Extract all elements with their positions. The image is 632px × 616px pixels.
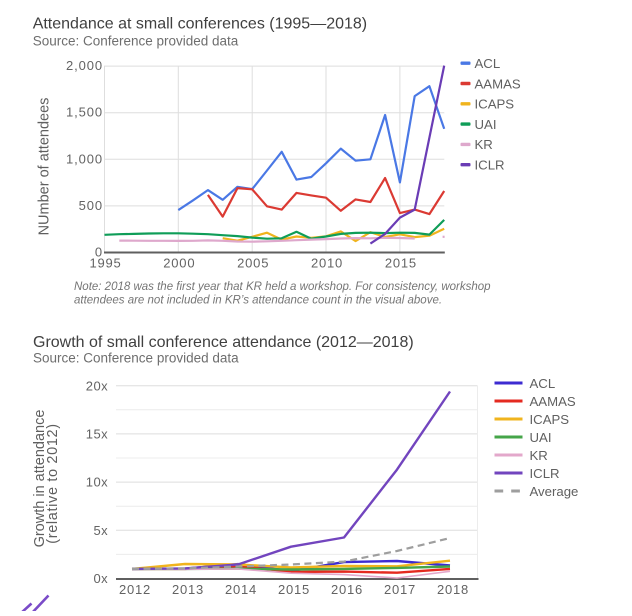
svg-text:2014: 2014: [225, 582, 257, 597]
svg-text:2000: 2000: [163, 256, 195, 271]
svg-text:1995: 1995: [89, 256, 121, 271]
svg-text:2018: 2018: [437, 582, 469, 597]
svg-text:Source: Conference provided da: Source: Conference provided data: [33, 33, 239, 48]
svg-text:Attendance at small conference: Attendance at small conferences (1995—20…: [33, 15, 367, 32]
svg-text:Growth of small conference att: Growth of small conference attendance (2…: [33, 334, 414, 351]
svg-text:KR: KR: [530, 448, 548, 463]
svg-text:500: 500: [79, 198, 103, 213]
svg-text:ICAPS: ICAPS: [530, 412, 570, 427]
svg-text:2,000: 2,000: [66, 58, 103, 73]
svg-text:0: 0: [95, 245, 103, 260]
svg-text:2013: 2013: [172, 582, 204, 597]
svg-text:2015: 2015: [385, 256, 417, 271]
svg-text:UAI: UAI: [530, 430, 552, 445]
svg-text:NUmber of attendees: NUmber of attendees: [36, 98, 52, 236]
svg-text:AAMAS: AAMAS: [530, 394, 576, 409]
svg-text:5x: 5x: [93, 523, 108, 538]
svg-text:2015: 2015: [278, 582, 310, 597]
svg-text:(relative to 2012): (relative to 2012): [45, 423, 61, 544]
svg-text:ICLR: ICLR: [475, 158, 505, 173]
svg-text:Average: Average: [530, 484, 579, 499]
svg-text:2016: 2016: [331, 582, 363, 597]
svg-text:attendees are not included in: attendees are not included in KR’s atten…: [74, 295, 442, 307]
svg-text:2017: 2017: [384, 582, 416, 597]
svg-text:Growth in attendance: Growth in attendance: [32, 410, 48, 548]
svg-text:20x: 20x: [86, 378, 108, 393]
svg-text:KR: KR: [475, 137, 493, 152]
svg-text:ACL: ACL: [530, 376, 556, 391]
svg-text:ACL: ACL: [475, 56, 501, 71]
svg-text:1,000: 1,000: [66, 151, 103, 166]
svg-text:0x: 0x: [93, 571, 108, 586]
svg-text:2005: 2005: [237, 256, 269, 271]
svg-text:ICLR: ICLR: [530, 466, 560, 481]
svg-text:15x: 15x: [86, 427, 108, 442]
svg-text:Source: Conference provided da: Source: Conference provided data: [33, 351, 239, 366]
svg-text:2012: 2012: [119, 582, 151, 597]
svg-text:10x: 10x: [86, 475, 108, 490]
svg-text:Note: 2018 was the first year: Note: 2018 was the first year that KR he…: [74, 281, 491, 293]
svg-text:ICAPS: ICAPS: [475, 97, 515, 112]
svg-text:2010: 2010: [311, 256, 343, 271]
svg-text:1,500: 1,500: [66, 105, 103, 120]
svg-text:AAMAS: AAMAS: [475, 76, 521, 91]
svg-text:UAI: UAI: [475, 117, 497, 132]
